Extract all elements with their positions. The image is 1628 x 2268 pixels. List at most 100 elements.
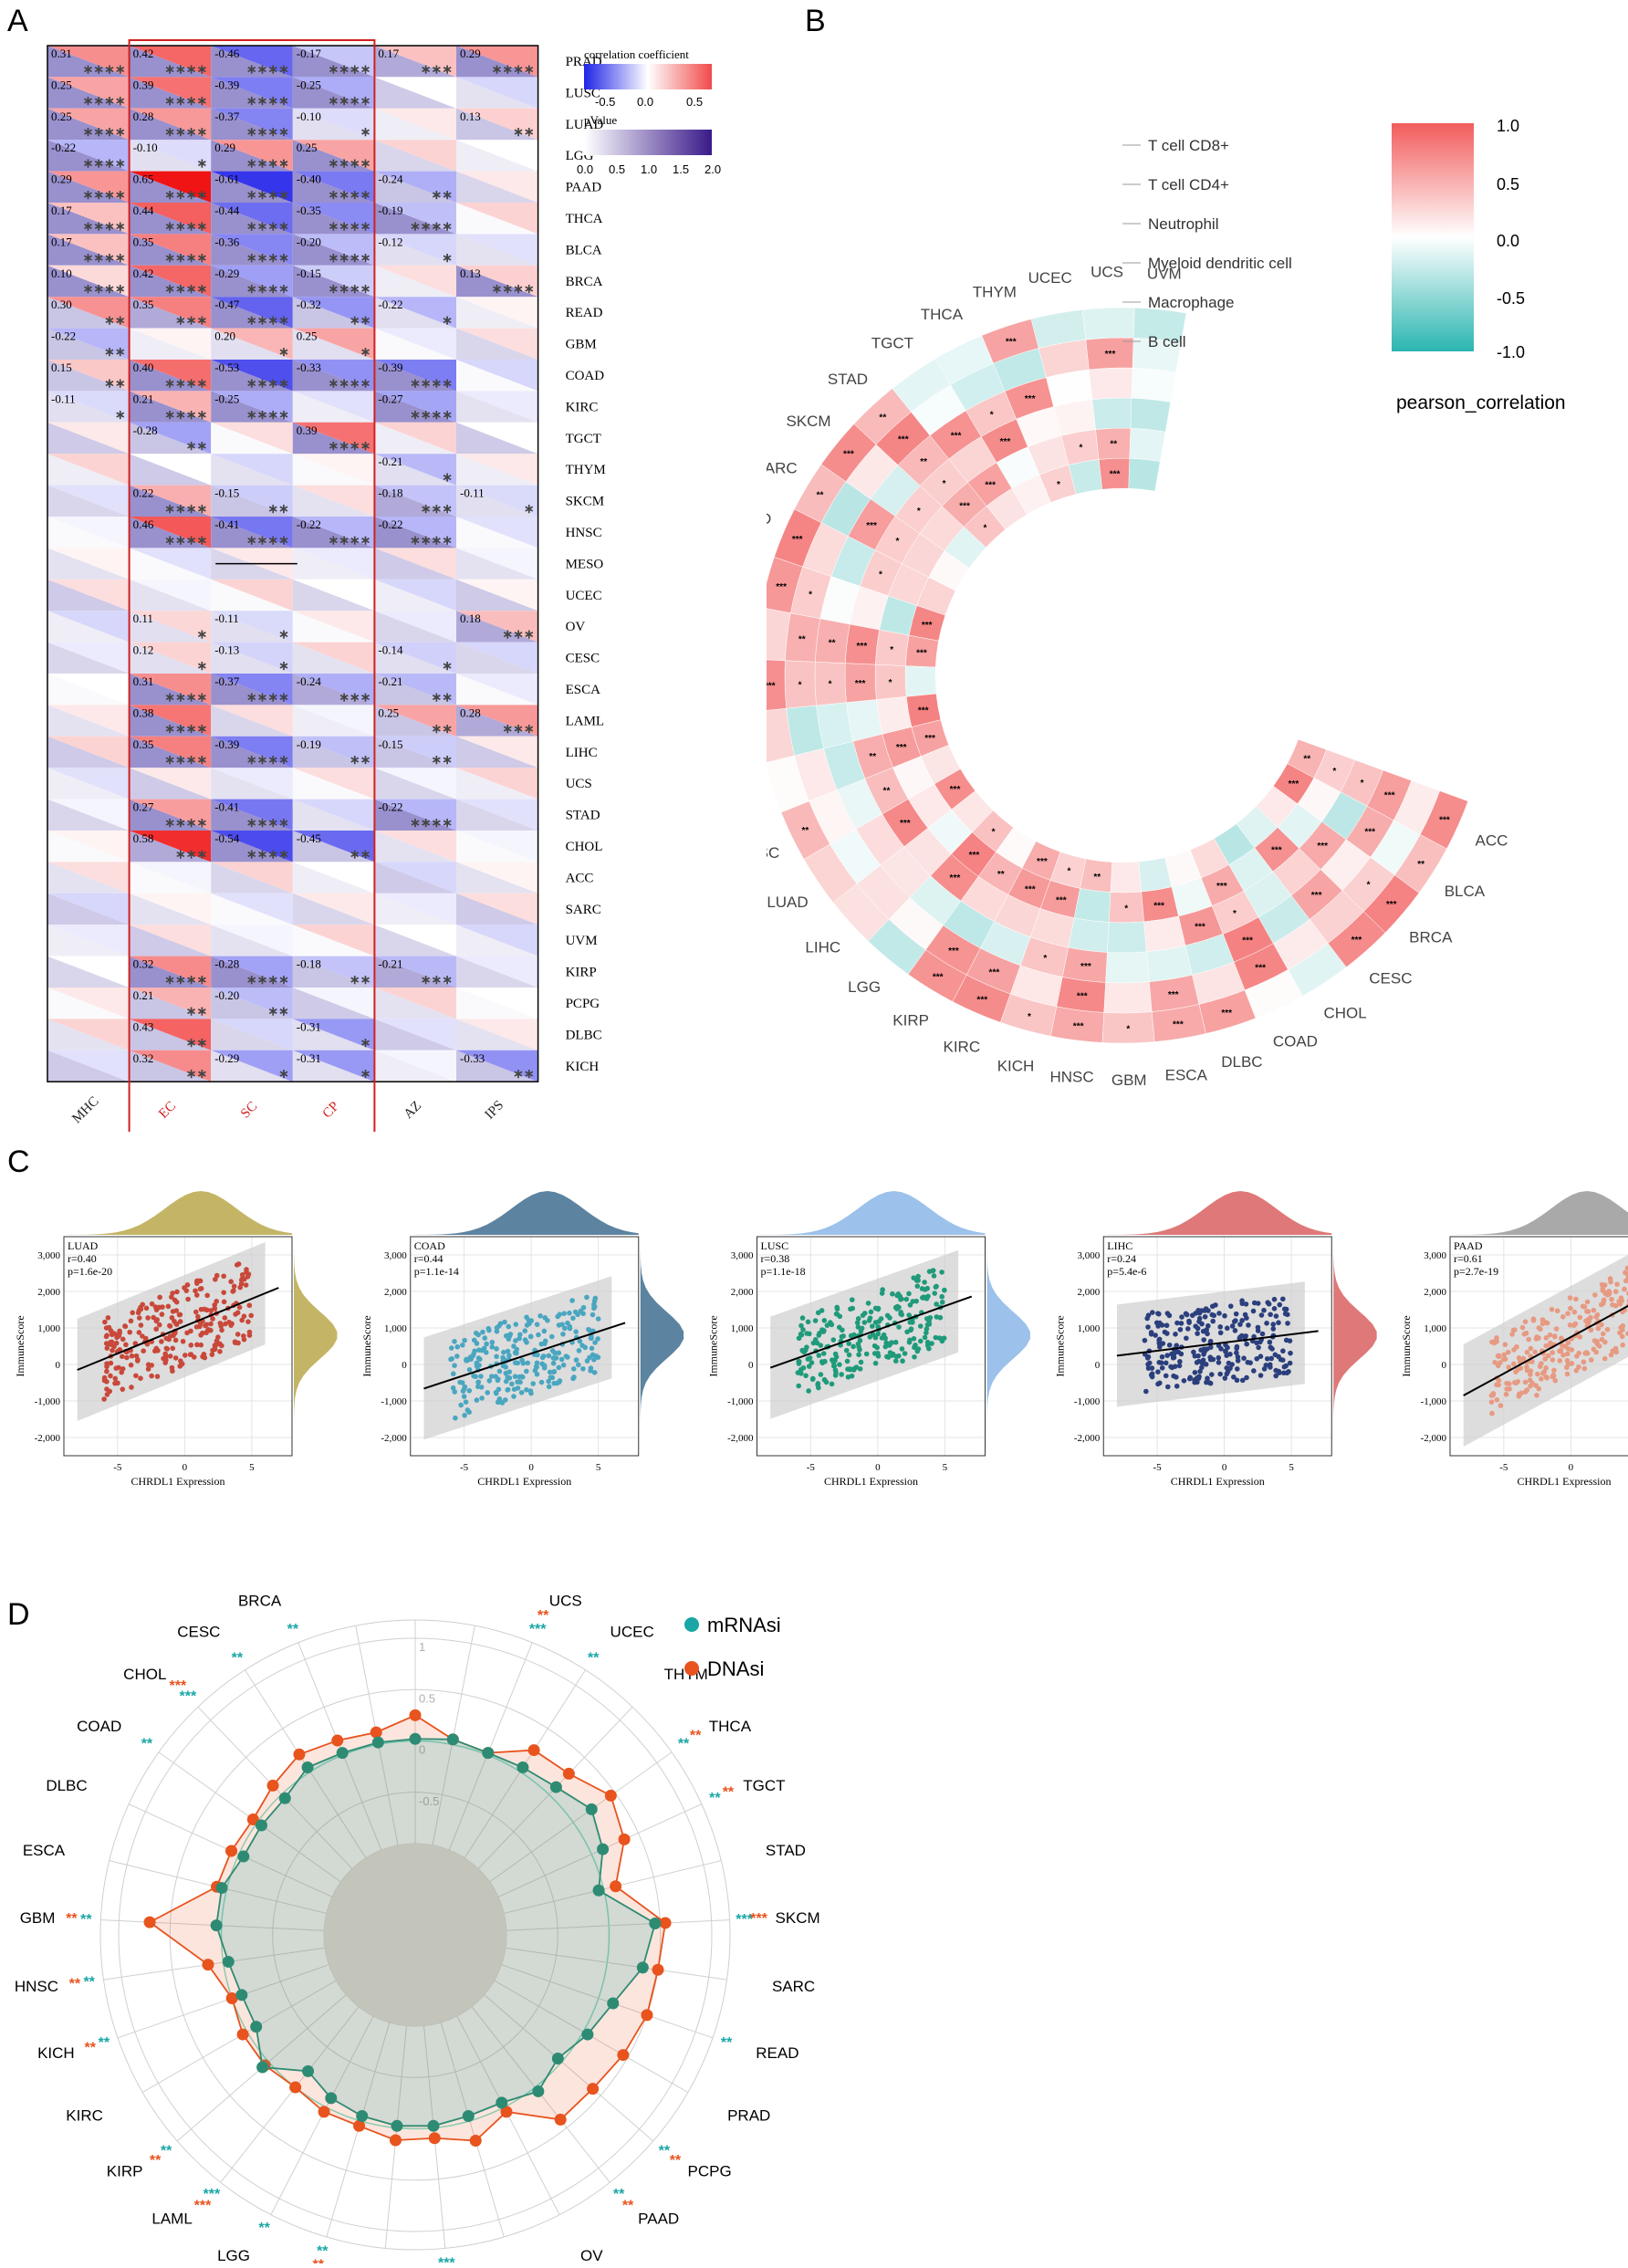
scatter-point — [912, 1336, 917, 1342]
circular-heatmap-cancer-label: KICH — [997, 1057, 1035, 1074]
heatmap-star-label: ∗∗∗∗ — [246, 815, 289, 830]
scatter-point — [1261, 1308, 1267, 1313]
panel-b: B **************************************… — [767, 0, 1628, 1132]
radar-star-dnasi: ** — [69, 1977, 81, 1992]
scatter-point — [1555, 1308, 1560, 1313]
heatmap-value-label: -0.22 — [297, 517, 321, 531]
scatter-point — [1609, 1353, 1614, 1358]
heatmap-star-label: ∗∗∗∗ — [83, 281, 126, 296]
heatmap-value-label: -0.21 — [378, 957, 402, 971]
scatter-point — [1197, 1311, 1203, 1316]
scatter-point — [1270, 1326, 1276, 1332]
scatter-point — [1565, 1372, 1571, 1377]
scatter-point — [489, 1344, 495, 1350]
heatmap-row-label: HNSC — [566, 526, 602, 540]
scatter-point — [184, 1288, 190, 1293]
heatmap-value-label: 0.27 — [133, 800, 154, 814]
scatter-point — [232, 1283, 237, 1289]
panel-a-label: A — [7, 4, 28, 38]
scatter-point — [913, 1299, 919, 1304]
heatmap-value-label: -0.15 — [214, 486, 239, 500]
scatter-point — [862, 1320, 868, 1325]
scatter-point — [1280, 1296, 1286, 1301]
heatmap-star-label: ∗∗∗∗ — [246, 407, 289, 422]
radar-star-dnasi: ** — [313, 2258, 325, 2263]
scatter-point — [1524, 1364, 1529, 1370]
scatter-point — [1199, 1365, 1205, 1371]
legend-p-tick: 0.5 — [609, 162, 625, 176]
circular-heatmap-star: *** — [989, 967, 1000, 977]
circular-heatmap-star: *** — [1000, 437, 1011, 447]
scatter-point — [1552, 1333, 1558, 1339]
heatmap-star-label: ∗∗∗∗ — [246, 313, 289, 328]
heatmap-value-label: -0.41 — [214, 800, 239, 814]
scatter-point — [159, 1339, 164, 1344]
legend-corr-tick: 0.5 — [686, 95, 703, 109]
scatter-point — [212, 1302, 217, 1308]
heatmap-value-label: -0.20 — [214, 988, 239, 1002]
heatmap-star-label: ∗∗∗∗ — [246, 187, 289, 202]
scatter-point — [807, 1364, 812, 1369]
ring-label: Macrophage — [1148, 294, 1235, 311]
circular-heatmap-star: *** — [1080, 962, 1091, 972]
scatter-point — [1623, 1270, 1628, 1276]
circular-heatmap-cancer-label: GBM — [1111, 1071, 1147, 1089]
scatter-point — [564, 1353, 569, 1359]
scatter-point — [487, 1378, 493, 1384]
circular-heatmap-star: * — [889, 678, 892, 688]
scatter-point — [1202, 1349, 1207, 1354]
scatter-point — [1216, 1355, 1221, 1361]
scatter-point — [804, 1344, 809, 1350]
legend-p-tick: 1.0 — [641, 162, 657, 176]
heatmap-star-label: ∗ — [196, 627, 207, 642]
scatter-point — [145, 1315, 151, 1321]
scatter-point — [495, 1329, 500, 1334]
scatter-point — [1209, 1312, 1215, 1318]
heatmap-star-label: ∗∗ — [104, 375, 125, 390]
radar-point-dnasi — [610, 1880, 621, 1892]
radar-point-mrnasi — [427, 2120, 439, 2132]
panel-a: A 0.31∗∗∗∗0.42∗∗∗∗-0.46∗∗∗∗-0.17∗∗∗∗0.17… — [0, 0, 748, 1132]
heatmap-star-label: ∗∗∗ — [502, 721, 534, 736]
heatmap-star-label: ∗∗∗∗ — [328, 281, 370, 296]
scatter-point — [1204, 1327, 1209, 1333]
heatmap-star-label: ∗∗∗∗ — [164, 93, 207, 108]
density-top — [1450, 1191, 1628, 1235]
scatter-point — [1280, 1357, 1286, 1363]
scatter-point — [1276, 1320, 1281, 1325]
plot-p: p=1.1e-14 — [414, 1265, 459, 1278]
scatter-point — [1601, 1332, 1606, 1337]
heatmap-row-label: STAD — [566, 809, 600, 823]
scatter-point — [195, 1279, 201, 1284]
radar-category-label: SARC — [772, 1978, 815, 1995]
circular-heatmap-star: *** — [1195, 923, 1205, 933]
scatter-point — [1528, 1377, 1533, 1383]
scatter-point — [1251, 1368, 1257, 1374]
scatter-point — [1498, 1360, 1503, 1365]
scatter-point — [1585, 1300, 1591, 1305]
radar-point-mrnasi — [237, 1851, 249, 1863]
density-top — [64, 1191, 292, 1235]
heatmap-star-label: ∗∗∗∗ — [164, 721, 207, 736]
circular-heatmap-star: *** — [1271, 845, 1282, 855]
radar-star-dnasi: *** — [169, 1678, 186, 1694]
heatmap-value-label: -0.21 — [378, 455, 402, 468]
radar-point-mrnasi — [223, 1956, 235, 1968]
radar-point-mrnasi — [593, 1885, 605, 1897]
plot-r: r=0.44 — [414, 1252, 444, 1265]
plot-p: p=5.4e-6 — [1107, 1265, 1146, 1278]
scatter-point — [595, 1336, 600, 1342]
radar-category-label: READ — [756, 2044, 798, 2062]
radar-category-label: THCA — [709, 1718, 752, 1735]
scatter-point — [940, 1300, 945, 1305]
circular-heatmap-star: * — [990, 410, 994, 420]
scatter-point — [124, 1355, 130, 1361]
radar-category-label: OV — [580, 2247, 603, 2263]
scatter-point — [1507, 1381, 1512, 1386]
circular-heatmap-star: ** — [802, 826, 809, 836]
scatter-point — [183, 1353, 188, 1358]
heatmap-value-label: -0.47 — [214, 298, 240, 311]
scatter-point — [850, 1297, 855, 1302]
scatter-point — [468, 1356, 474, 1362]
heatmap-value-label: 0.21 — [133, 988, 154, 1002]
